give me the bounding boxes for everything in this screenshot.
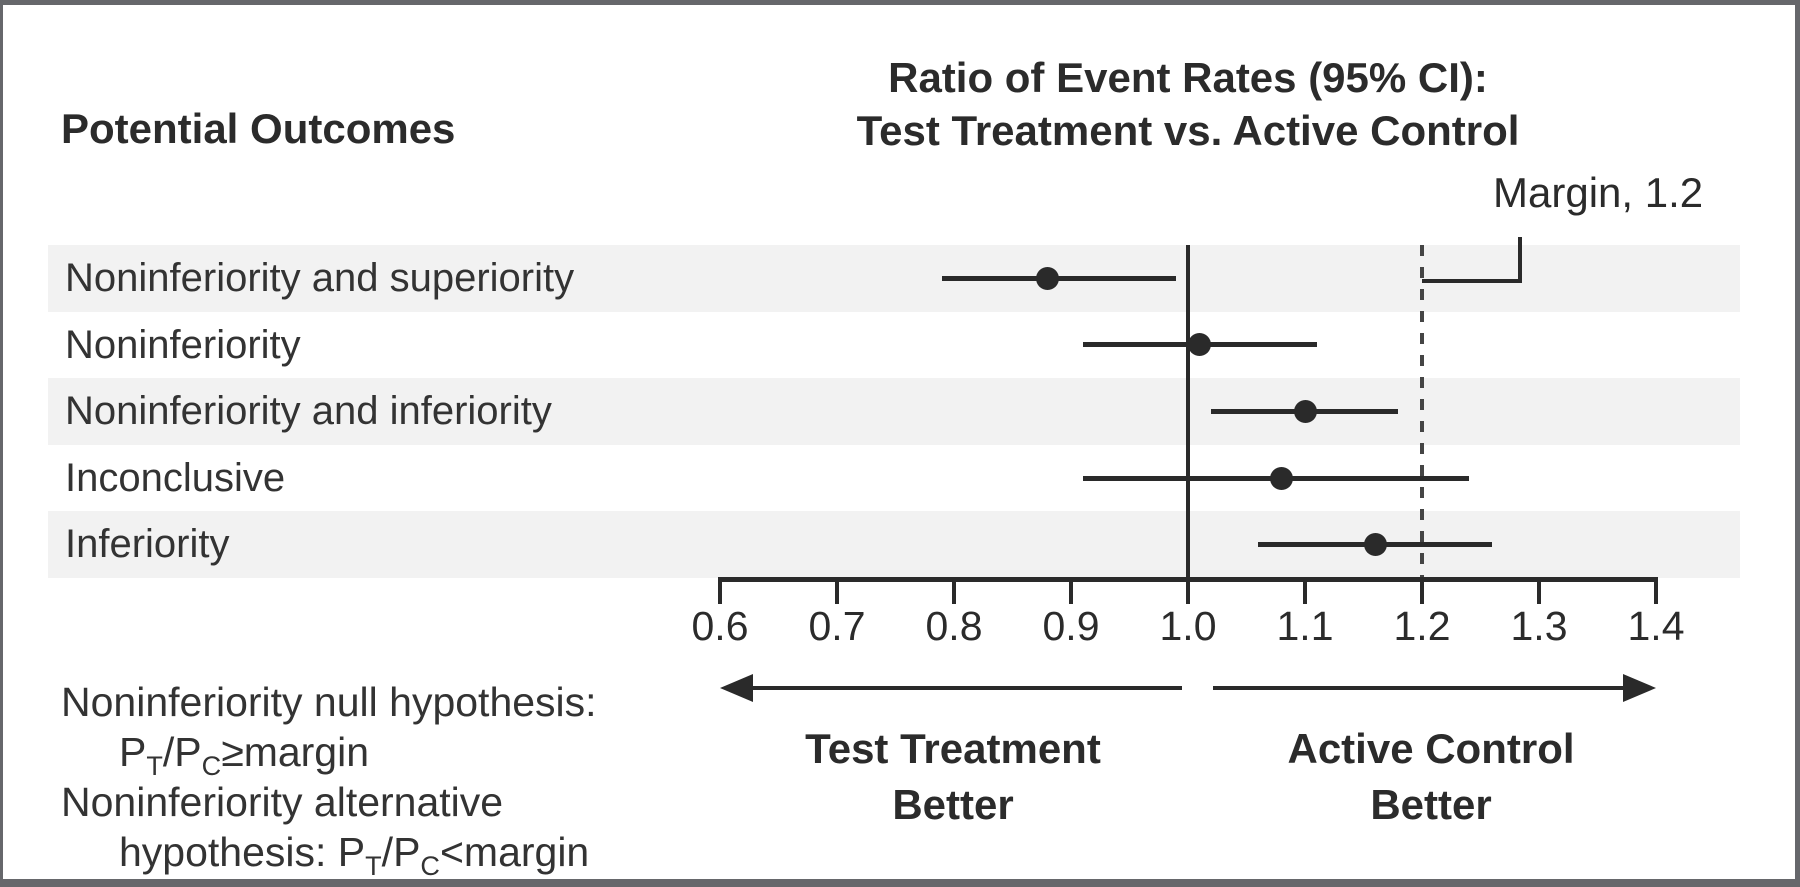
row-label: Noninferiority and inferiority bbox=[65, 389, 552, 433]
row-band: Noninferiority and superiority bbox=[48, 245, 1740, 312]
axis-tick-label: 1.0 bbox=[1159, 603, 1217, 649]
axis-tick-label: 0.6 bbox=[691, 603, 749, 649]
hypothesis-line: Noninferiority alternative bbox=[61, 779, 504, 825]
point-estimate-dot bbox=[1364, 533, 1387, 556]
right-arrow-label: Active Control Better bbox=[1181, 721, 1681, 833]
axis-tick bbox=[952, 577, 956, 604]
hypothesis-line: PT/PC≥margin bbox=[119, 729, 370, 782]
axis-tick-label: 1.1 bbox=[1276, 603, 1334, 649]
row-band: Noninferiority bbox=[48, 312, 1740, 379]
axis-tick-label: 0.8 bbox=[925, 603, 983, 649]
point-estimate-dot bbox=[1188, 333, 1211, 356]
axis-tick bbox=[1537, 577, 1541, 604]
axis-tick bbox=[835, 577, 839, 604]
right-arrow-label-line: Active Control bbox=[1287, 725, 1575, 772]
left-arrow-label: Test Treatment Better bbox=[703, 721, 1203, 833]
axis-tick-label: 1.3 bbox=[1510, 603, 1568, 649]
axis-tick bbox=[1654, 577, 1658, 604]
hypothesis-line: Noninferiority null hypothesis: bbox=[61, 679, 597, 725]
margin-reference-line bbox=[1420, 245, 1424, 582]
chart-title-line-1: Ratio of Event Rates (95% CI): bbox=[888, 54, 1488, 101]
left-arrowhead-icon bbox=[720, 674, 753, 702]
point-estimate-dot bbox=[1270, 467, 1293, 490]
hypothesis-line: hypothesis: PT/PC<margin bbox=[119, 829, 590, 882]
row-label: Noninferiority and superiority bbox=[65, 256, 575, 300]
axis-tick-label: 1.2 bbox=[1393, 603, 1451, 649]
row-label: Inferiority bbox=[65, 522, 230, 566]
left-arrow-line bbox=[746, 686, 1182, 690]
row-label: Inconclusive bbox=[65, 456, 286, 500]
row-band: Noninferiority and inferiority bbox=[48, 378, 1740, 445]
outcomes-column-header: Potential Outcomes bbox=[61, 105, 456, 152]
margin-callout-vertical bbox=[1518, 237, 1522, 283]
right-arrow-label-line: Better bbox=[1370, 781, 1492, 828]
axis-tick-label: 0.9 bbox=[1042, 603, 1100, 649]
ci-line bbox=[942, 276, 1176, 281]
unity-reference-line bbox=[1186, 245, 1190, 582]
row-label: Noninferiority bbox=[65, 323, 301, 367]
hypothesis-notes: Noninferiority null hypothesis: PT/PC≥mar… bbox=[61, 677, 597, 882]
left-arrow-label-line: Test Treatment bbox=[805, 725, 1101, 772]
axis-tick-label: 1.4 bbox=[1627, 603, 1685, 649]
row-band: Inconclusive bbox=[48, 445, 1740, 512]
margin-callout-horizontal bbox=[1422, 279, 1522, 283]
axis-tick bbox=[1303, 577, 1307, 604]
left-arrow-label-line: Better bbox=[892, 781, 1014, 828]
point-estimate-dot bbox=[1036, 267, 1059, 290]
axis-tick bbox=[1069, 577, 1073, 604]
axis-tick bbox=[1186, 577, 1190, 604]
axis-tick bbox=[1420, 577, 1424, 604]
chart-title-line-2: Test Treatment vs. Active Control bbox=[856, 107, 1520, 154]
margin-annotation-label: Margin, 1.2 bbox=[1493, 169, 1704, 216]
axis-tick bbox=[718, 577, 722, 604]
chart-title: Ratio of Event Rates (95% CI): Test Trea… bbox=[703, 51, 1673, 157]
axis-tick-label: 0.7 bbox=[808, 603, 866, 649]
right-arrowhead-icon bbox=[1623, 674, 1656, 702]
point-estimate-dot bbox=[1294, 400, 1317, 423]
right-arrow-line bbox=[1213, 686, 1630, 690]
